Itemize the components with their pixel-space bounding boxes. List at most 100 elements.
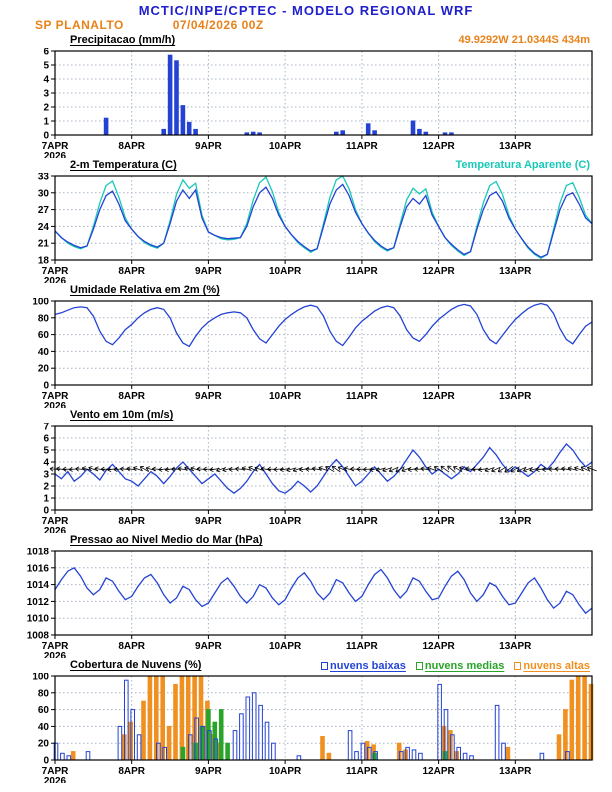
svg-text:12APR: 12APR [422, 641, 455, 652]
svg-text:12APR: 12APR [422, 141, 455, 152]
svg-text:0: 0 [43, 381, 49, 392]
temperature-plot: 18 21 24 27 30 33 7APR 8APR 9APR 10APR 11APR 12APR 1… [38, 173, 593, 283]
panel-humidity: Umidade Relativa em 2m (%) 0 20 40 60 80 100 7… [0, 283, 612, 408]
low-clouds-swatch-icon [321, 661, 329, 670]
page-title: MCTIC/INPE/CPTEC - MODELO REGIONAL WRF [138, 3, 474, 18]
panel-pressure: Pressao ao Nivel Medio do Mar (hPa) 1008… [0, 533, 612, 658]
svg-text:1: 1 [43, 117, 49, 128]
svg-text:4: 4 [43, 75, 49, 86]
svg-text:7: 7 [43, 423, 49, 433]
svg-text:9APR: 9APR [195, 391, 222, 402]
legend-nuvens-baixas: nuvens baixas [321, 659, 406, 673]
svg-text:100: 100 [32, 298, 49, 308]
run-datetime-label: 07/04/2026 00Z [172, 18, 264, 32]
legend-nuvens-medias: nuvens medias [415, 659, 505, 673]
apparent-temperature-label: Temperatura Aparente (C) [455, 159, 590, 171]
header-line2: SP PLANALTO 07/04/2026 00Z [0, 18, 612, 33]
svg-text:0: 0 [43, 756, 49, 767]
svg-text:6: 6 [43, 48, 49, 58]
legend-label-low: nuvens baixas [330, 659, 406, 672]
legend-label-high: nuvens altas [523, 659, 590, 672]
svg-text:9APR: 9APR [195, 766, 222, 777]
svg-text:11APR: 11APR [346, 641, 378, 652]
svg-text:40: 40 [38, 347, 50, 358]
svg-text:20: 20 [38, 739, 50, 750]
svg-text:100: 100 [32, 673, 49, 683]
svg-text:33: 33 [38, 173, 50, 183]
svg-text:30: 30 [38, 188, 50, 199]
svg-text:24: 24 [38, 222, 50, 233]
svg-text:2026: 2026 [44, 151, 67, 158]
svg-text:60: 60 [38, 330, 50, 341]
precipitation-plot: 0 1 2 3 4 5 6 7APR 8APR 9APR 10APR 11APR 12APR 13APR 2… [42, 48, 593, 158]
svg-text:1014: 1014 [27, 580, 50, 591]
svg-text:1018: 1018 [27, 548, 50, 558]
svg-text:8APR: 8APR [118, 516, 145, 527]
svg-text:10APR: 10APR [269, 391, 302, 402]
svg-text:6: 6 [43, 434, 49, 445]
svg-text:8APR: 8APR [118, 266, 145, 277]
svg-text:11APR: 11APR [346, 516, 378, 527]
svg-text:80: 80 [38, 313, 50, 324]
svg-text:8APR: 8APR [118, 391, 145, 402]
panel-title-humidity: Umidade Relativa em 2m (%) [70, 284, 220, 296]
svg-text:2026: 2026 [44, 651, 67, 658]
panel-title-cloud-cover: Cobertura de Nuvens (%) [70, 659, 202, 671]
panel-precipitation: Precipitacao (mm/h) 49.9292W 21.0344S 43… [0, 33, 612, 158]
svg-text:10APR: 10APR [269, 766, 302, 777]
svg-text:10APR: 10APR [269, 141, 302, 152]
panel-temperature: 2-m Temperatura (C) Temperatura Aparente… [0, 158, 612, 283]
svg-text:0: 0 [43, 131, 49, 142]
svg-text:13APR: 13APR [499, 641, 532, 652]
svg-text:2026: 2026 [44, 401, 67, 408]
svg-text:40: 40 [38, 722, 50, 733]
svg-text:2026: 2026 [44, 776, 67, 783]
svg-text:11APR: 11APR [346, 141, 378, 152]
svg-text:13APR: 13APR [499, 516, 532, 527]
legend-label-mid: nuvens medias [424, 659, 505, 672]
svg-text:10APR: 10APR [269, 516, 302, 527]
svg-text:13APR: 13APR [499, 766, 532, 777]
svg-text:5: 5 [43, 61, 49, 72]
svg-text:5: 5 [43, 446, 49, 457]
svg-text:11APR: 11APR [346, 766, 378, 777]
svg-text:11APR: 11APR [346, 266, 378, 277]
svg-text:2026: 2026 [44, 526, 67, 533]
svg-text:3: 3 [43, 470, 49, 481]
svg-text:12APR: 12APR [422, 266, 455, 277]
station-label: SP PLANALTO [35, 18, 124, 32]
svg-text:2026: 2026 [44, 276, 67, 283]
svg-text:9APR: 9APR [195, 641, 222, 652]
cloud-legend: nuvens baixas nuvens medias nuvens altas [321, 658, 590, 673]
panel-title-pressure: Pressao ao Nivel Medio do Mar (hPa) [70, 534, 263, 546]
mid-clouds-swatch-icon [415, 661, 423, 670]
panel-cloud-cover: Cobertura de Nuvens (%) nuvens baixas nu… [0, 658, 612, 783]
svg-text:18: 18 [38, 256, 50, 267]
svg-text:8APR: 8APR [118, 141, 145, 152]
svg-text:3: 3 [43, 89, 49, 100]
svg-text:9APR: 9APR [195, 141, 222, 152]
svg-text:7APR: 7APR [42, 391, 69, 402]
svg-text:7APR: 7APR [42, 266, 69, 277]
pressure-plot: 1008 1010 1012 1014 1016 1018 7APR 8APR 9APR 10AP… [27, 548, 593, 658]
svg-text:2: 2 [43, 482, 49, 493]
svg-text:12APR: 12APR [422, 516, 455, 527]
svg-text:0: 0 [43, 506, 49, 517]
svg-text:8APR: 8APR [118, 641, 145, 652]
svg-text:1008: 1008 [27, 631, 50, 642]
high-clouds-swatch-icon [514, 661, 522, 670]
svg-text:27: 27 [38, 205, 50, 216]
svg-text:13APR: 13APR [499, 266, 532, 277]
svg-text:20: 20 [38, 364, 50, 375]
svg-text:7APR: 7APR [42, 141, 69, 152]
location-label: 49.9292W 21.0344S 434m [458, 34, 591, 46]
panel-title-precipitation: Precipitacao (mm/h) [70, 34, 176, 46]
svg-text:21: 21 [38, 239, 50, 250]
svg-text:12APR: 12APR [422, 766, 455, 777]
svg-text:1012: 1012 [27, 597, 50, 608]
svg-text:7APR: 7APR [42, 766, 69, 777]
svg-text:13APR: 13APR [499, 141, 532, 152]
svg-text:2: 2 [43, 103, 49, 114]
